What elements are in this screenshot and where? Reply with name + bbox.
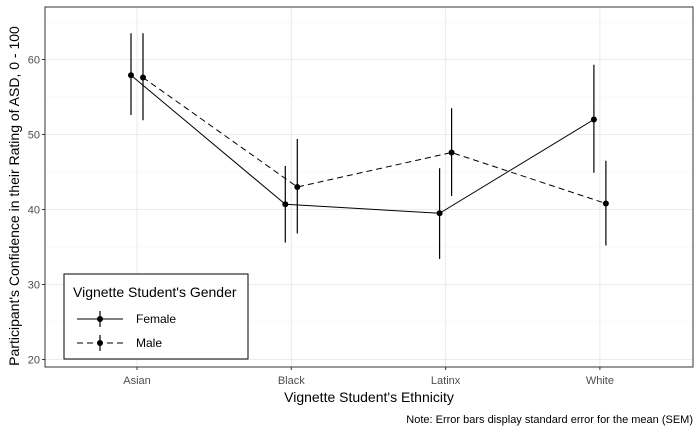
data-point xyxy=(294,184,301,190)
x-tick-label: Asian xyxy=(123,375,151,387)
x-axis-title: Vignette Student's Ethnicity xyxy=(284,389,454,405)
x-tick-label: Black xyxy=(278,375,305,387)
legend: Vignette Student's Gender Female Male xyxy=(63,273,249,360)
legend-box xyxy=(63,273,249,360)
y-axis: 20 30 40 50 60 xyxy=(28,55,45,367)
y-tick-label: 50 xyxy=(28,130,40,142)
caption: Note: Error bars display standard error … xyxy=(406,414,693,426)
legend-items: Female Male xyxy=(77,311,176,351)
plot-border xyxy=(44,6,694,368)
series-male xyxy=(140,33,609,246)
data-point xyxy=(448,149,455,156)
x-tick-label: Latinx xyxy=(431,375,461,387)
y-tick-label: 20 xyxy=(28,355,40,367)
y-tick-label: 40 xyxy=(28,205,40,217)
x-axis: Asian Black Latinx White xyxy=(123,367,614,387)
legend-key-point xyxy=(97,340,103,346)
x-tick-label: White xyxy=(586,375,614,387)
series-line xyxy=(142,77,607,204)
data-point xyxy=(590,116,597,123)
series-layer xyxy=(128,33,609,259)
y-tick-label: 30 xyxy=(28,280,40,292)
legend-item-female: Female xyxy=(77,311,176,327)
legend-title: Vignette Student's Gender xyxy=(73,284,237,300)
data-point xyxy=(602,200,609,207)
series-line xyxy=(130,74,595,214)
data-point xyxy=(436,210,443,217)
y-tick-label: 60 xyxy=(28,55,40,67)
legend-label: Female xyxy=(136,312,176,326)
data-point xyxy=(128,72,134,79)
data-point xyxy=(140,74,146,81)
legend-key-point xyxy=(97,316,103,322)
legend-item-male: Male xyxy=(77,335,162,351)
data-point xyxy=(282,201,289,208)
y-axis-title: Participant's Confidence in their Rating… xyxy=(6,26,22,366)
legend-label: Male xyxy=(136,336,162,350)
